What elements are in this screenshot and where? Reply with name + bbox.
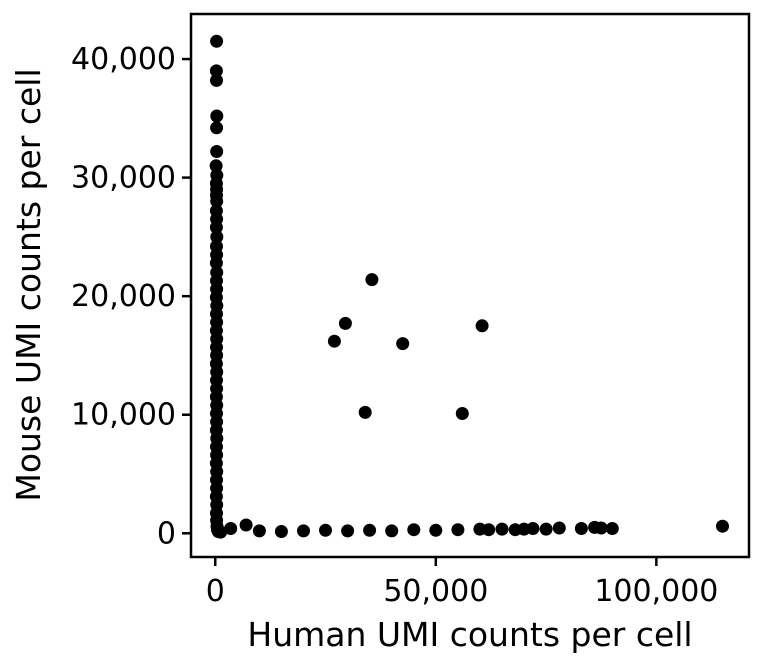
data-point	[574, 522, 588, 535]
y-tick-label: 30,000	[71, 161, 176, 196]
y-axis-ticks: 0 10,000 20,000 30,000 40,000	[71, 42, 191, 551]
data-point	[429, 523, 443, 537]
data-point	[358, 405, 372, 419]
data-point	[716, 519, 729, 533]
y-axis-label: Mouse UMI counts per cell	[9, 68, 48, 501]
data-point	[552, 521, 566, 535]
data-point	[210, 121, 224, 135]
data-point	[526, 522, 540, 535]
data-point	[209, 64, 223, 78]
data-point	[539, 522, 553, 536]
data-point	[210, 230, 224, 244]
data-point	[297, 524, 310, 538]
points-layer	[209, 34, 729, 539]
plot-frame	[189, 12, 751, 559]
data-point	[482, 523, 496, 537]
y-tick-label: 20,000	[71, 279, 176, 314]
data-point	[475, 319, 489, 333]
x-tick-label: 50,000	[383, 574, 488, 609]
data-point	[365, 273, 379, 287]
data-point	[495, 522, 509, 536]
x-tick-label: 0	[206, 574, 225, 609]
data-point	[319, 523, 332, 537]
data-point	[385, 524, 399, 538]
data-point	[209, 256, 223, 270]
data-point	[274, 525, 288, 538]
data-point	[209, 159, 223, 173]
data-point	[605, 522, 619, 535]
y-tick-label: 40,000	[71, 42, 176, 77]
data-point	[338, 316, 352, 330]
data-point	[210, 109, 224, 123]
data-point	[451, 523, 465, 537]
y-tick-label: 0	[157, 516, 176, 551]
x-tick-label: 100,000	[594, 574, 718, 609]
y-tick-label: 10,000	[71, 398, 176, 433]
data-point	[407, 523, 421, 537]
data-point	[594, 521, 608, 535]
data-point	[252, 524, 266, 538]
data-point	[396, 337, 410, 351]
data-point	[209, 220, 223, 234]
data-point	[210, 73, 223, 87]
x-axis-ticks: 0 50,000 100,000	[206, 557, 718, 609]
data-point	[210, 194, 224, 208]
data-point	[224, 522, 238, 535]
data-point	[239, 518, 253, 532]
data-point	[455, 407, 469, 420]
data-point	[363, 523, 377, 537]
data-point	[210, 145, 224, 158]
data-point	[327, 334, 341, 348]
data-point	[341, 524, 355, 538]
data-point	[210, 34, 224, 48]
x-axis-label: Human UMI counts per cell	[247, 615, 692, 654]
data-point	[214, 525, 228, 539]
